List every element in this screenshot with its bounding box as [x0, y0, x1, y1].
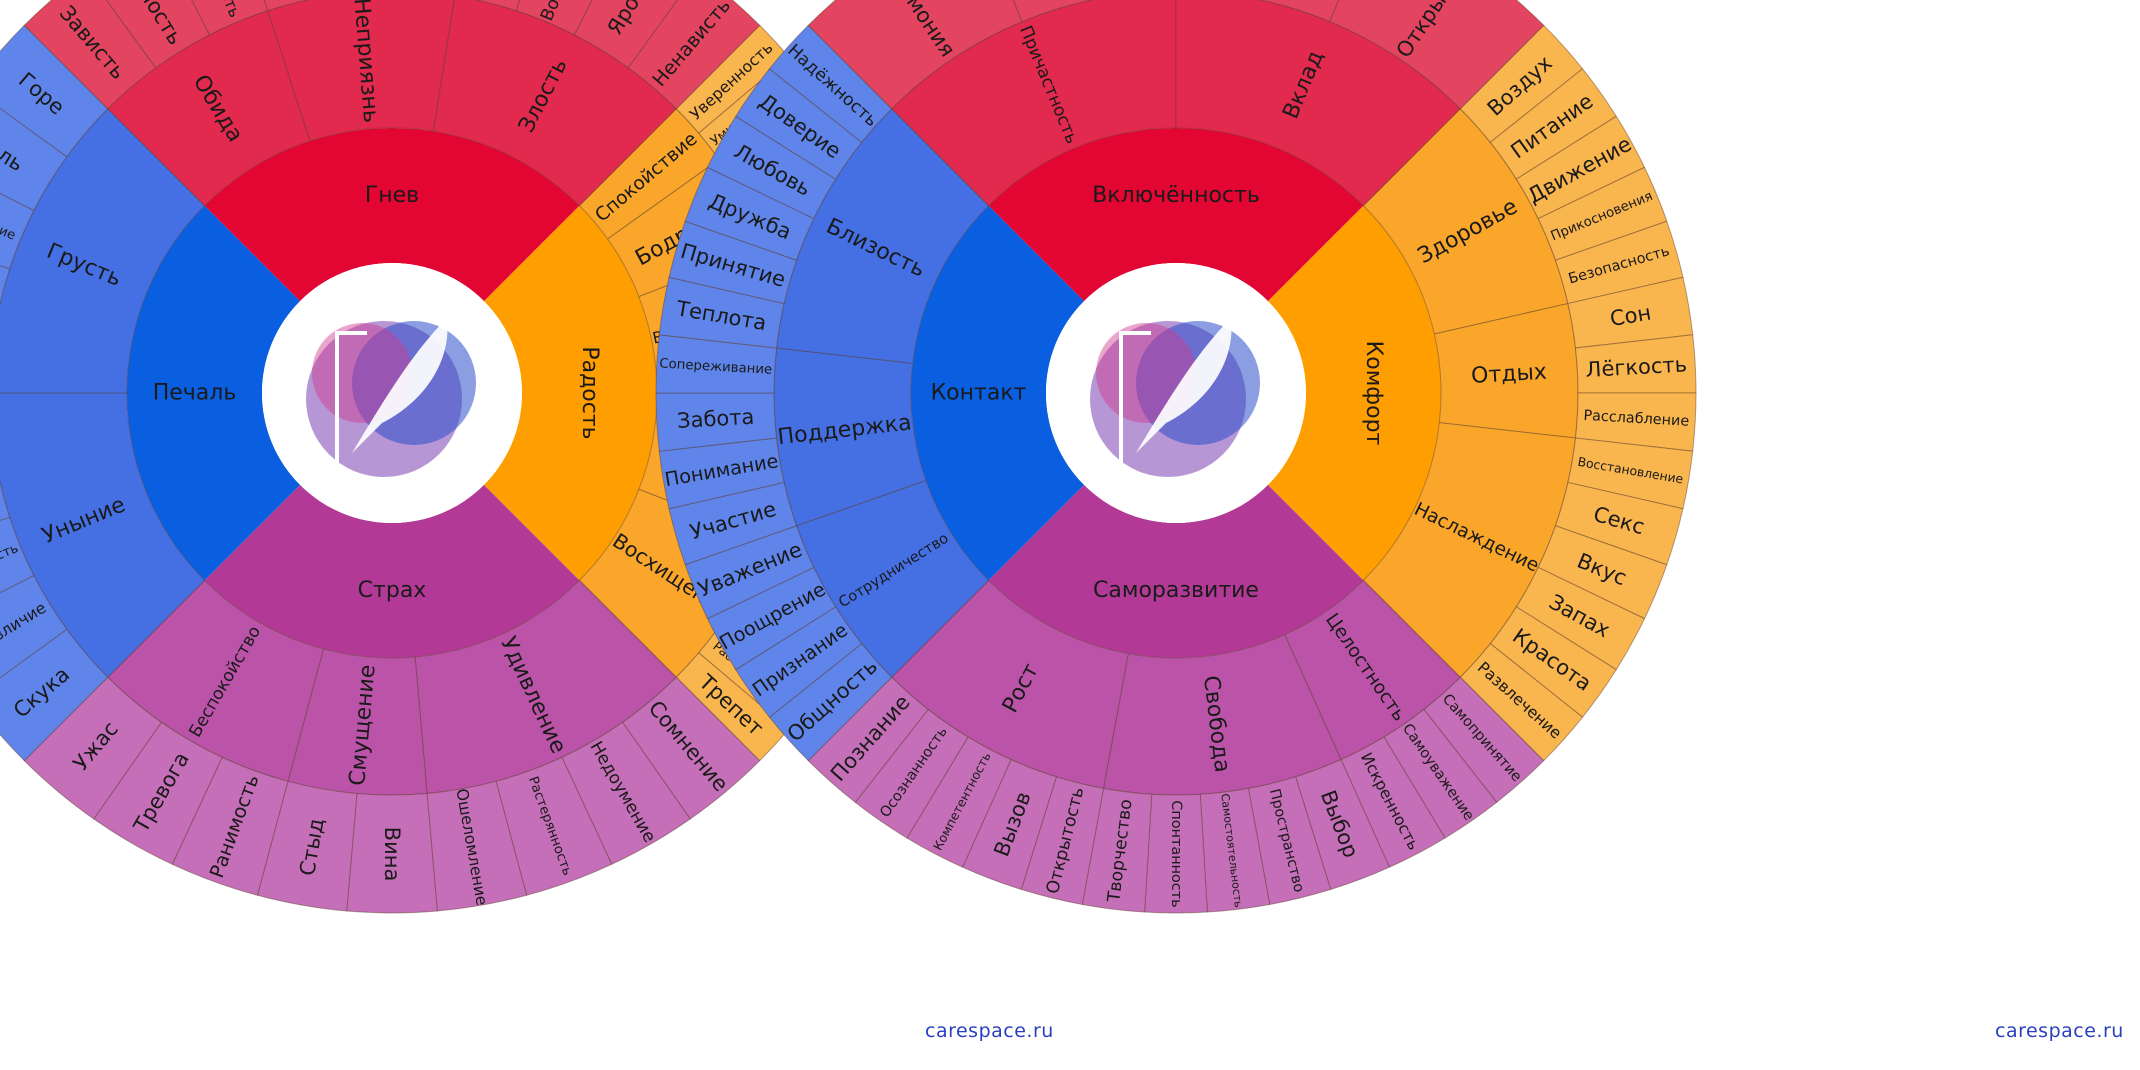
leaf-sector-расслабление-label: Расслабление — [1583, 408, 1690, 430]
leaf-sector-безразличие[interactable] — [0, 574, 68, 699]
mid-sector-уныние[interactable] — [0, 392, 206, 678]
leaf-sector-ревность[interactable] — [86, 0, 211, 69]
core-sector-саморазвитие[interactable] — [988, 484, 1364, 658]
feather-logo-icon — [1090, 318, 1260, 477]
core-sector-включённость[interactable] — [988, 128, 1364, 302]
leaf-sector-одиночество[interactable] — [0, 232, 11, 330]
leaf-sector-замкнутость[interactable] — [156, 0, 269, 36]
mid-sector-неприязнь[interactable] — [267, 0, 455, 142]
leaf-sector-ярость[interactable] — [573, 0, 698, 69]
leaf-sector-забота-label: Забота — [676, 405, 754, 433]
mid-sector-целостность[interactable] — [1284, 579, 1461, 761]
leaf-sector-зависть[interactable] — [23, 0, 157, 110]
leaf-sector-гармония[interactable] — [807, 0, 1023, 110]
core-sector-саморазвитие-label: Саморазвитие — [1093, 578, 1259, 603]
leaf-sector-значимость[interactable] — [1176, 0, 1375, 23]
needs-wheel: КомфортЗдоровьеВоздухПитаниеДвижениеПрик… — [655, 0, 1697, 914]
core-sector-радость-label: Радость — [577, 346, 602, 439]
core-sector-комфорт-label: Комфорт — [1361, 341, 1386, 446]
core-sector-комфорт[interactable] — [1267, 205, 1441, 581]
leaf-sector-единение[interactable] — [977, 0, 1176, 23]
mid-sector-причастность[interactable] — [891, 0, 1177, 207]
leaf-sector-возмущение[interactable] — [515, 0, 628, 36]
core-sector-контакт-label: Контакт — [931, 381, 1027, 406]
core-sector-страх[interactable] — [204, 484, 580, 658]
leaf-sector-спонтанность-label: Спонтанность — [1168, 800, 1184, 907]
leaf-sector-раздражение[interactable] — [455, 0, 553, 12]
core-sector-печаль[interactable] — [127, 205, 301, 581]
core-sector-гнев-label: Гнев — [365, 183, 419, 208]
leaf-sector-тоска[interactable] — [0, 456, 11, 554]
core-sector-страх-label: Страх — [358, 578, 427, 603]
core-sector-контакт[interactable] — [911, 205, 1085, 581]
leaf-sector-открытия[interactable] — [1329, 0, 1545, 110]
core-sector-радость[interactable] — [483, 205, 657, 581]
leaf-sector-вина-label: Вина — [380, 827, 404, 882]
core-sector-гнев[interactable] — [204, 128, 580, 302]
emotions-wheel: РадостьСпокойствиеУверенностьУмиротворен… — [0, 0, 913, 914]
core-sector-печаль-label: Печаль — [153, 381, 237, 406]
mid-sector-отдых-label: Отдых — [1470, 360, 1547, 389]
core-sector-включённость-label: Включённость — [1092, 183, 1260, 208]
leaf-sector-разочарование[interactable] — [0, 157, 35, 270]
leaf-sector-лёгкость-label: Лёгкость — [1585, 352, 1688, 382]
site-watermark-left[interactable]: carespace.ru — [925, 1020, 1054, 1042]
site-watermark-right[interactable]: carespace.ru — [1995, 1020, 2124, 1042]
leaf-sector-сопереживание-label: Сопереживание — [659, 357, 773, 378]
leaf-sector-недоверие[interactable] — [231, 0, 329, 12]
feather-logo-icon — [306, 318, 476, 477]
leaf-sector-ненависть[interactable] — [627, 0, 761, 110]
leaf-sector-беспомощность[interactable] — [0, 516, 35, 629]
